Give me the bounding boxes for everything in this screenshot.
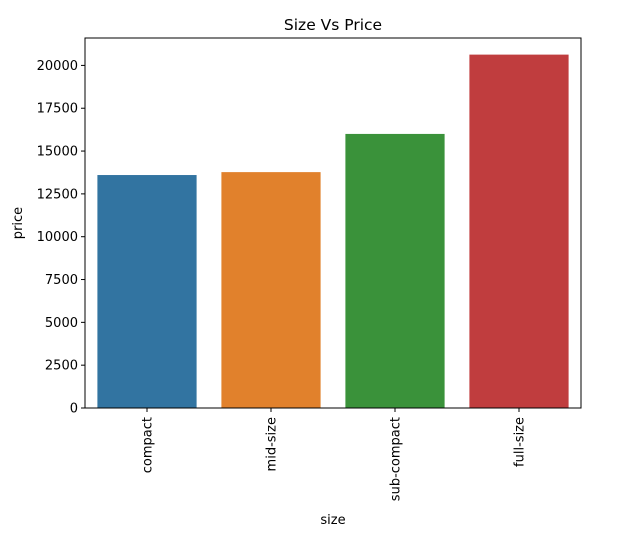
- y-axis-label: price: [11, 207, 26, 239]
- x-tick-label-full-size: full-size: [513, 417, 528, 467]
- x-axis-ticks: compact mid-size sub-compact full-size: [141, 408, 528, 501]
- y-tick-label: 7500: [45, 273, 78, 288]
- x-tick-label-compact: compact: [141, 417, 156, 473]
- x-tick-label-mid-size: mid-size: [265, 417, 280, 471]
- x-tick-label-sub-compact: sub-compact: [389, 417, 404, 501]
- y-tick-label: 20000: [37, 59, 78, 74]
- y-tick-label: 15000: [37, 145, 78, 160]
- bar-sub-compact: [345, 133, 445, 409]
- bar-compact: [97, 175, 197, 408]
- y-tick-label: 12500: [37, 187, 78, 202]
- y-tick-label: 5000: [45, 316, 78, 331]
- y-tick-label: 2500: [45, 359, 78, 374]
- y-axis-ticks: 0 2500 5000 7500 10000 12500 15000 17500 20000: [37, 59, 85, 417]
- plot-frame: [84, 37, 582, 409]
- y-tick-label: 0: [70, 402, 78, 417]
- bar-full-size: [469, 54, 569, 408]
- y-tick-label: 17500: [37, 102, 78, 117]
- chart-title: Size Vs Price: [284, 16, 382, 34]
- y-tick-label: 10000: [37, 230, 78, 245]
- x-axis-label: size: [320, 513, 345, 528]
- bar-mid-size: [221, 172, 321, 408]
- bars-group: [97, 54, 569, 409]
